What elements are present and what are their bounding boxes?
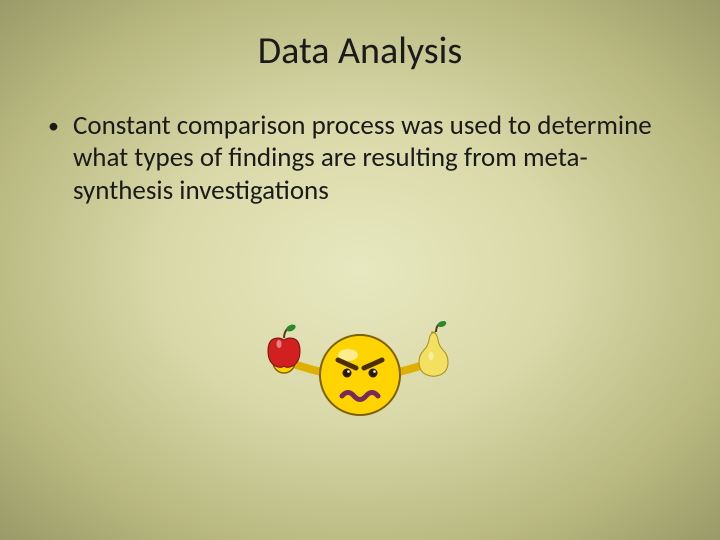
bullet-item: • Constant comparison process was used t… — [48, 110, 672, 207]
bullet-marker: • — [48, 112, 59, 140]
bullet-text: Constant comparison process was used to … — [73, 110, 672, 207]
emoticon-comparing-fruit-icon — [260, 300, 460, 440]
apple-icon — [268, 323, 300, 367]
slide: Data Analysis • Constant comparison proc… — [0, 0, 720, 540]
comparison-clipart — [260, 300, 460, 445]
pear-icon — [419, 320, 448, 376]
slide-title: Data Analysis — [0, 0, 720, 74]
slide-body: • Constant comparison process was used t… — [0, 74, 720, 207]
